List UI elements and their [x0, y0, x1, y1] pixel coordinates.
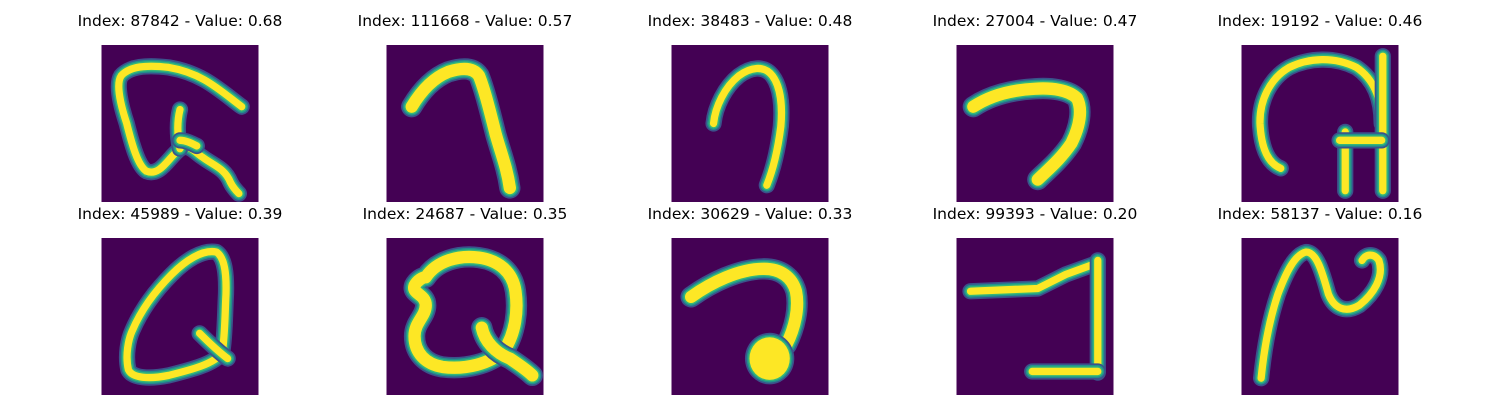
sample-panel-1: Index: 87842 - Value: 0.68: [60, 11, 300, 202]
sample-image: [101, 45, 259, 202]
sample-image: [101, 238, 259, 395]
sample-image: [671, 238, 829, 395]
sample-panel-10: Index: 58137 - Value: 0.16: [1200, 204, 1440, 395]
sample-title: Index: 24687 - Value: 0.35: [362, 205, 568, 223]
sample-title: Index: 58137 - Value: 0.16: [1217, 205, 1423, 223]
sample-image: [386, 238, 544, 395]
sample-title: Index: 99393 - Value: 0.20: [932, 205, 1138, 223]
sample-title: Index: 30629 - Value: 0.33: [647, 205, 853, 223]
sample-panel-3: Index: 38483 - Value: 0.48: [630, 11, 870, 202]
sample-title: Index: 27004 - Value: 0.47: [932, 12, 1138, 30]
sample-panel-7: Index: 24687 - Value: 0.35: [345, 204, 585, 395]
sample-image: [956, 238, 1114, 395]
sample-title: Index: 45989 - Value: 0.39: [77, 205, 283, 223]
sample-panel-9: Index: 99393 - Value: 0.20: [915, 204, 1155, 395]
sample-image: [671, 45, 829, 202]
sample-panel-8: Index: 30629 - Value: 0.33: [630, 204, 870, 395]
sample-title: Index: 38483 - Value: 0.48: [647, 12, 853, 30]
sample-image: [1241, 238, 1399, 395]
sample-panel-5: Index: 19192 - Value: 0.46: [1200, 11, 1440, 202]
sample-image: [1241, 45, 1399, 202]
sample-panel-4: Index: 27004 - Value: 0.47: [915, 11, 1155, 202]
sample-panel-2: Index: 111668 - Value: 0.57: [345, 11, 585, 202]
sample-panel-6: Index: 45989 - Value: 0.39: [60, 204, 300, 395]
sample-image: [386, 45, 544, 202]
sample-title: Index: 87842 - Value: 0.68: [77, 12, 283, 30]
sample-title: Index: 111668 - Value: 0.57: [357, 12, 573, 30]
sample-title: Index: 19192 - Value: 0.46: [1217, 12, 1423, 30]
sample-image: [956, 45, 1114, 202]
